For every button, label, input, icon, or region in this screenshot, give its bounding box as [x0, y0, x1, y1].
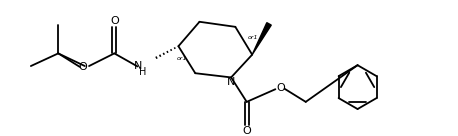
Text: O: O	[277, 83, 285, 93]
Text: or1: or1	[176, 56, 187, 61]
Text: O: O	[242, 126, 251, 136]
Text: or1: or1	[248, 35, 258, 40]
Text: H: H	[139, 67, 147, 77]
Text: N: N	[227, 78, 235, 87]
Text: O: O	[79, 62, 87, 72]
Text: O: O	[110, 16, 119, 26]
Text: N: N	[134, 61, 142, 71]
Polygon shape	[252, 23, 271, 55]
